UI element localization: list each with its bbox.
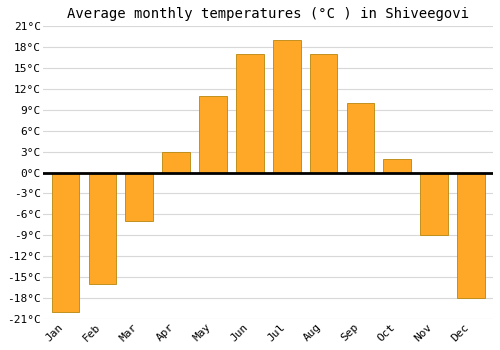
Bar bbox=[126, 173, 153, 221]
Bar bbox=[346, 103, 374, 173]
Bar bbox=[162, 152, 190, 173]
Bar bbox=[88, 173, 117, 284]
Bar bbox=[384, 159, 411, 173]
Title: Average monthly temperatures (°C ) in Shiveegovi: Average monthly temperatures (°C ) in Sh… bbox=[68, 7, 469, 21]
Bar bbox=[273, 40, 300, 173]
Bar bbox=[310, 54, 338, 173]
Bar bbox=[199, 96, 227, 173]
Bar bbox=[52, 173, 80, 312]
Bar bbox=[420, 173, 448, 235]
Bar bbox=[457, 173, 485, 298]
Bar bbox=[236, 54, 264, 173]
